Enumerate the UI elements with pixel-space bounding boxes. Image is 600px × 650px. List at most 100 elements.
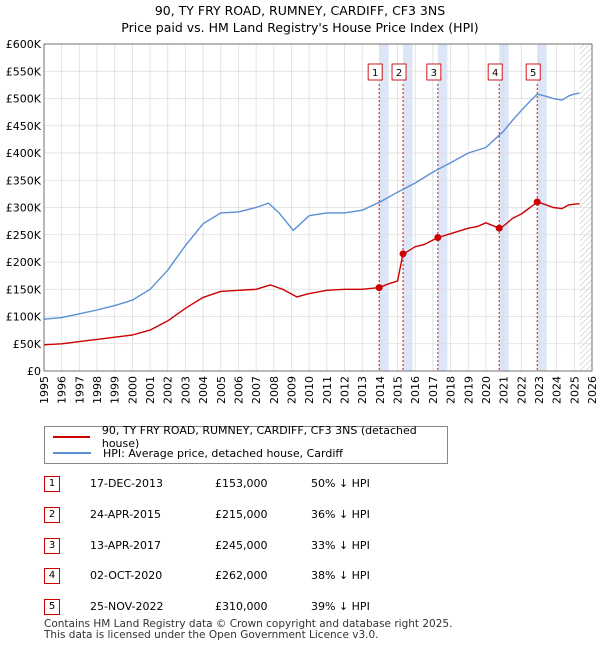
- series-lines: [44, 92, 580, 346]
- y-tick-label: £450K: [6, 120, 42, 133]
- sale-label-text: 3: [431, 68, 437, 79]
- sale-marker: [495, 224, 503, 232]
- sale-marker: [434, 233, 442, 241]
- sale-row: 2 24-APR-2015 £215,000 36% ↓ HPI: [0, 507, 600, 527]
- sale-hpi-diff: 39% ↓ HPI: [311, 600, 370, 613]
- sale-hpi-diff: 38% ↓ HPI: [311, 569, 370, 582]
- sale-label-box: [367, 63, 383, 81]
- x-tick-label: 1998: [91, 376, 104, 404]
- y-tick-label: £300K: [6, 202, 42, 215]
- x-tick-label: 2004: [197, 376, 210, 404]
- sale-number-badge: 5: [44, 599, 60, 615]
- legend-label-property: 90, TY FRY ROAD, RUMNEY, CARDIFF, CF3 3N…: [101, 424, 417, 450]
- sale-price: £153,000: [215, 477, 268, 490]
- x-tick-label: 2001: [144, 376, 157, 404]
- sale-label-box: [426, 63, 442, 81]
- footer-licence: This data is licensed under the Open Gov…: [44, 629, 379, 641]
- sale-row: 5 25-NOV-2022 £310,000 39% ↓ HPI: [0, 599, 600, 619]
- x-tick-label: 2010: [303, 376, 316, 404]
- legend-label-hpi: HPI: Average price, detached house, Card…: [103, 446, 343, 460]
- sale-marker: [375, 284, 383, 292]
- x-tick-label: 1999: [109, 376, 122, 404]
- sale-hpi-diff: 50% ↓ HPI: [311, 477, 370, 490]
- sale-label-text: 2: [396, 68, 402, 79]
- x-tick-label: 2009: [285, 376, 298, 404]
- sale-price: £215,000: [215, 508, 268, 521]
- y-tick-label: £150K: [6, 283, 42, 296]
- legend: 90, TY FRY ROAD, RUMNEY, CARDIFF, CF3 3N…: [44, 424, 448, 464]
- sale-label-text: 4: [492, 68, 498, 79]
- x-tick-label: 2000: [126, 376, 139, 404]
- x-tick-label: 2002: [162, 376, 175, 404]
- x-tick-label: 2025: [568, 376, 581, 404]
- y-tick-label: £600K: [6, 38, 42, 51]
- x-tick-label: 2011: [321, 376, 334, 404]
- x-tick-label: 2012: [339, 376, 352, 404]
- sale-labels: 1 2 3 4 5: [367, 63, 541, 81]
- y-tick-label: £50K: [13, 338, 42, 351]
- sale-marker: [399, 250, 407, 258]
- title-line-1: 90, TY FRY ROAD, RUMNEY, CARDIFF, CF3 3N…: [154, 3, 446, 18]
- sale-label-box: [525, 63, 541, 81]
- sale-date: 13-APR-2017: [90, 539, 162, 552]
- x-tick-label: 2017: [427, 376, 440, 404]
- y-tick-label: £500K: [6, 93, 42, 106]
- y-tick-label: £400K: [6, 147, 42, 160]
- y-tick-label: £250K: [6, 229, 42, 242]
- x-tick-label: 2005: [215, 376, 228, 404]
- sale-date: 02-OCT-2020: [90, 569, 163, 582]
- legend-line-property: [53, 436, 90, 438]
- y-axis: £0 £50K £100K £150K £200K £250K £300K £350K £400…: [6, 38, 42, 378]
- sale-marker: [533, 198, 541, 206]
- legend-item-property: 90, TY FRY ROAD, RUMNEY, CARDIFF, CF3 3N…: [53, 424, 447, 450]
- y-tick-label: £200K: [6, 256, 42, 269]
- sale-hpi-diff: 33% ↓ HPI: [311, 539, 370, 552]
- footer-copyright: Contains HM Land Registry data © Crown c…: [44, 618, 453, 630]
- x-tick-label: 2013: [356, 376, 369, 404]
- sale-number-badge: 2: [44, 507, 60, 523]
- sale-date: 24-APR-2015: [90, 508, 162, 521]
- x-tick-label: 2015: [392, 376, 405, 404]
- sale-label-text: 5: [530, 68, 536, 79]
- y-tick-label: £0: [27, 365, 41, 378]
- x-tick-label: 2023: [533, 376, 546, 404]
- sale-label-text: 1: [372, 68, 378, 79]
- sale-label-box: [487, 63, 503, 81]
- sale-label-box: [391, 63, 407, 81]
- x-tick-label: 2007: [250, 376, 263, 404]
- x-tick-label: 2018: [445, 376, 458, 404]
- sale-number-badge: 3: [44, 538, 60, 554]
- footer: Contains HM Land Registry data © Crown c…: [44, 619, 452, 641]
- x-tick-label: 2014: [374, 376, 387, 404]
- sale-number-badge: 4: [44, 568, 60, 584]
- sale-row: 4 02-OCT-2020 £262,000 38% ↓ HPI: [0, 568, 600, 588]
- sale-markers: [375, 198, 541, 292]
- sale-price: £262,000: [215, 569, 268, 582]
- x-tick-label: 1996: [56, 376, 69, 404]
- sale-price: £310,000: [215, 600, 268, 613]
- x-tick-label: 2008: [268, 376, 281, 404]
- sale-date: 25-NOV-2022: [90, 600, 164, 613]
- x-tick-label: 1995: [38, 376, 51, 404]
- x-tick-label: 1997: [73, 376, 86, 404]
- property-line: [44, 201, 580, 346]
- y-tick-label: £350K: [6, 174, 42, 187]
- sale-row: 3 13-APR-2017 £245,000 33% ↓ HPI: [0, 538, 600, 558]
- sale-hpi-diff: 36% ↓ HPI: [311, 508, 370, 521]
- sale-date: 17-DEC-2013: [90, 477, 164, 490]
- sale-number-badge: 1: [44, 476, 60, 492]
- hpi-line: [44, 92, 580, 320]
- sale-row: 1 17-DEC-2013 £153,000 50% ↓ HPI: [0, 476, 600, 496]
- x-axis: 1995 1996 1997 1998 1999 2000 2001 2002 2003 2004…: [38, 376, 599, 404]
- x-tick-label: 2024: [551, 376, 564, 404]
- x-tick-label: 2016: [409, 376, 422, 404]
- legend-item-hpi: HPI: Average price, detached house, Card…: [53, 445, 343, 461]
- x-tick-label: 2019: [462, 376, 475, 404]
- plot-frame: [43, 43, 593, 372]
- legend-line-hpi: [53, 452, 91, 454]
- x-tick-label: 2022: [515, 376, 528, 404]
- x-tick-label: 2003: [179, 376, 192, 404]
- y-tick-label: £550K: [6, 65, 42, 78]
- chart-title: 90, TY FRY ROAD, RUMNEY, CARDIFF, CF3 3N…: [0, 2, 600, 36]
- title-line-2: Price paid vs. HM Land Registry's House …: [121, 20, 479, 35]
